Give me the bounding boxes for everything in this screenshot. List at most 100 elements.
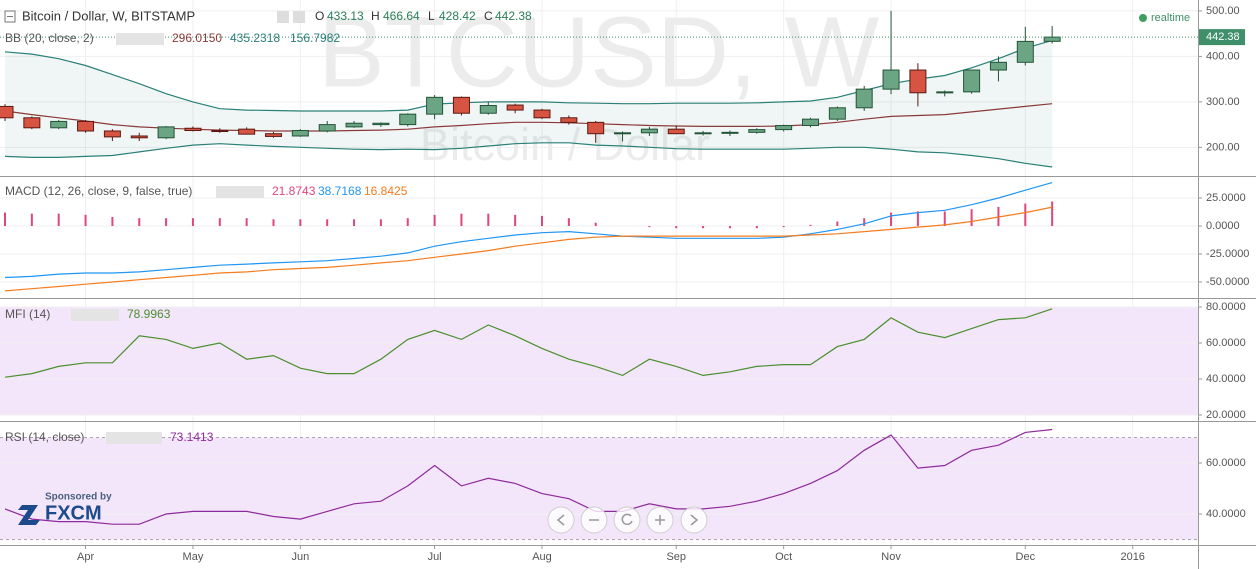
settings-icon[interactable]	[277, 11, 289, 23]
candle-body	[614, 132, 632, 135]
y-tick-label: 80.0000	[1206, 301, 1246, 313]
histogram-bar	[406, 218, 409, 226]
histogram-bar	[836, 221, 839, 226]
histogram-bar	[299, 219, 302, 226]
histogram-bar	[30, 213, 33, 226]
right-icon	[690, 514, 699, 526]
indicator-title: MACD (12, 26, close, 9, false, true)	[5, 184, 192, 198]
histogram-bar	[487, 213, 490, 226]
candle-body	[882, 69, 900, 90]
candle-body	[318, 124, 336, 132]
series-line	[4, 39, 1053, 112]
histogram-bar	[84, 214, 87, 226]
histogram-bar	[702, 225, 705, 229]
reset-button[interactable]	[613, 506, 641, 534]
histogram-bar	[326, 219, 329, 226]
indicator-title: BB (20, close, 2)	[5, 31, 94, 45]
histogram-bar	[433, 214, 436, 226]
candle-body	[157, 126, 175, 139]
histogram-bar	[165, 218, 168, 226]
scroll-right-button[interactable]	[680, 506, 708, 534]
y-tick-label: 400.00	[1206, 50, 1240, 62]
x-tick-label: Aug	[532, 551, 552, 563]
indicator-value: 38.7168	[318, 184, 362, 198]
candle-body	[936, 91, 954, 94]
nav-buttons	[547, 506, 708, 534]
candle-body	[77, 120, 95, 132]
y-tick-label: 25.0000	[1206, 192, 1246, 204]
candle-body	[345, 122, 363, 128]
indicator-icons[interactable]	[106, 432, 162, 444]
ohlc-label: L	[428, 9, 435, 23]
histogram-bar	[245, 218, 248, 226]
x-tick-label: Jun	[291, 551, 309, 563]
series-line	[4, 308, 1053, 378]
close-icon[interactable]	[293, 11, 305, 23]
indicator-value: 78.9963	[127, 307, 171, 321]
histogram-bar	[755, 225, 758, 229]
histogram-bar	[970, 209, 973, 226]
histogram-bar	[191, 218, 194, 226]
plus-icon	[655, 515, 665, 525]
histogram-bar	[272, 219, 275, 226]
candle-body	[1043, 36, 1061, 42]
indicator-icons[interactable]	[216, 186, 264, 198]
candle-body	[989, 61, 1007, 71]
candle-body	[211, 130, 229, 133]
y-tick-label: 200.00	[1206, 141, 1240, 153]
ohlc-label: C	[484, 9, 493, 23]
ohlc-value: 428.42	[439, 9, 476, 23]
candle-body	[855, 88, 873, 109]
candle-body	[265, 133, 282, 137]
collapse-icon[interactable]	[4, 10, 16, 23]
histogram-bar	[218, 218, 221, 226]
ohlc-label: O	[315, 9, 324, 23]
candle-body	[291, 130, 309, 137]
y-tick-label: 500.00	[1206, 5, 1240, 17]
candle-body	[640, 128, 658, 134]
indicator-icons[interactable]	[71, 309, 119, 321]
sponsor-text: Sponsored by	[45, 492, 112, 503]
indicator-value: 16.8425	[364, 184, 408, 198]
ohlc-label: H	[371, 9, 380, 23]
indicator-value: 73.1413	[170, 430, 214, 444]
x-tick-label: Oct	[775, 551, 792, 563]
candle-body	[426, 96, 444, 115]
x-tick-label: Dec	[1016, 551, 1036, 563]
candle-body	[667, 128, 685, 135]
sponsor-name[interactable]: FXCM	[45, 502, 102, 524]
y-tick-label: 60.0000	[1206, 457, 1246, 469]
indicator-icons[interactable]	[116, 33, 164, 45]
candle-body	[533, 109, 551, 119]
candle-body	[506, 104, 524, 111]
candle-body	[0, 105, 14, 119]
x-tick-label: Sep	[666, 551, 686, 563]
candle-body	[694, 132, 712, 135]
histogram-bar	[138, 218, 141, 226]
sponsor-logo	[18, 505, 40, 525]
candle-body	[775, 125, 793, 131]
histogram-bar	[541, 215, 543, 226]
histogram-bar	[916, 211, 919, 226]
left-icon	[556, 514, 565, 526]
histogram-bar	[379, 219, 382, 226]
watermark-subtitle: Bitcoin / Dollar	[420, 119, 710, 170]
scroll-left-button[interactable]	[547, 506, 575, 534]
candle-body	[184, 127, 202, 132]
background	[0, 0, 1198, 545]
x-tick-label: May	[183, 551, 204, 563]
histogram-bar	[460, 213, 463, 226]
histogram-bar	[863, 218, 866, 226]
nav-icons	[556, 513, 699, 526]
candle-body	[963, 69, 981, 93]
ohlc-value: 433.13	[327, 9, 364, 23]
candle-body	[399, 113, 417, 126]
candle-body	[130, 135, 148, 139]
ohlc-value: 442.38	[495, 9, 532, 23]
y-tick-label: 300.00	[1206, 96, 1240, 108]
indicator-value: 156.7982	[290, 31, 340, 45]
histogram-bar	[567, 218, 570, 226]
chart-title: Bitcoin / Dollar, W, BITSTAMP	[22, 8, 195, 23]
histogram-bar	[1024, 203, 1027, 226]
